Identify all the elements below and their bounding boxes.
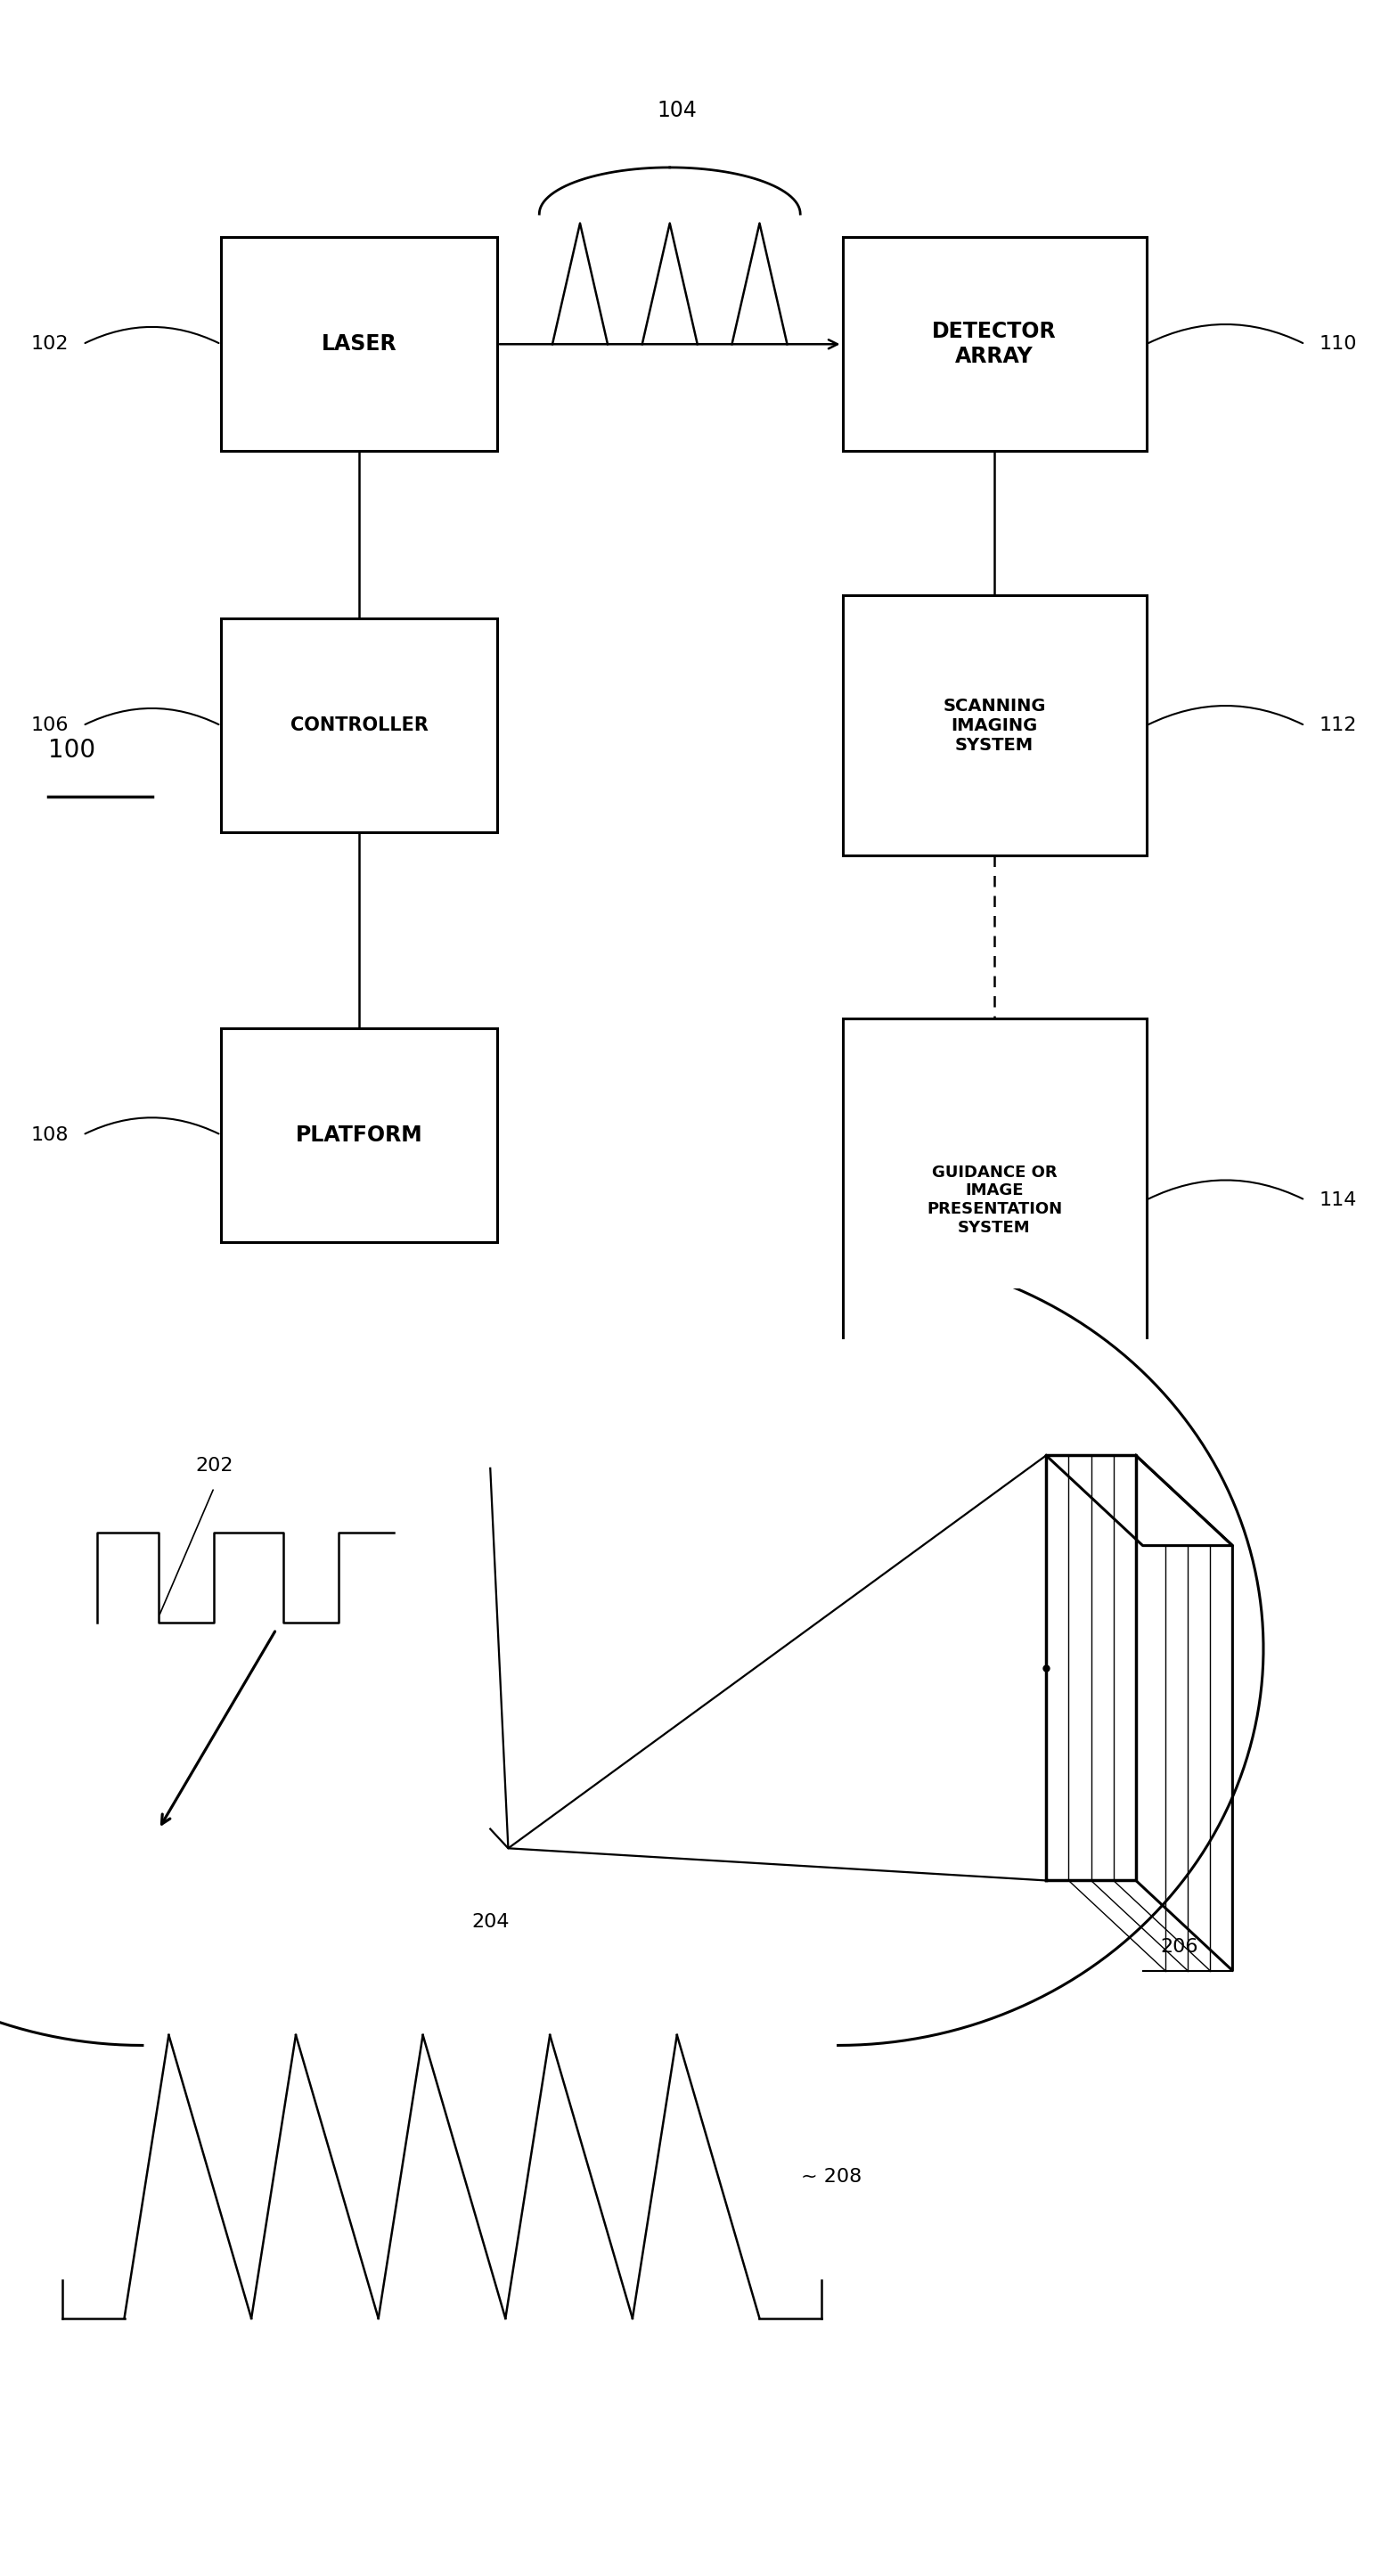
Text: ~ 208: ~ 208	[801, 2169, 862, 2184]
Text: 108: 108	[32, 1126, 69, 1144]
Bar	[842, 1018, 1146, 1381]
Text: 114: 114	[1319, 1190, 1356, 1208]
Text: 100: 100	[48, 737, 95, 762]
Text: 106: 106	[32, 716, 69, 734]
Text: 112: 112	[1319, 716, 1356, 734]
Text: SCANNING
IMAGING
SYSTEM: SCANNING IMAGING SYSTEM	[943, 698, 1045, 755]
Text: 206: 206	[1160, 1937, 1197, 1955]
Text: 202: 202	[195, 1458, 233, 1473]
Text: DETECTOR
ARRAY: DETECTOR ARRAY	[932, 322, 1056, 368]
Text: 204: 204	[471, 1911, 510, 1929]
Bar	[221, 1028, 497, 1242]
Text: 110: 110	[1319, 335, 1356, 353]
Text: 102: 102	[32, 335, 69, 353]
Text: 104: 104	[657, 100, 696, 121]
Bar	[221, 618, 497, 832]
Bar	[842, 237, 1146, 451]
Text: GUIDANCE OR
IMAGE
PRESENTATION
SYSTEM: GUIDANCE OR IMAGE PRESENTATION SYSTEM	[927, 1164, 1062, 1236]
Bar	[842, 595, 1146, 855]
Text: PLATFORM: PLATFORM	[296, 1123, 423, 1146]
Text: CONTROLLER: CONTROLLER	[290, 716, 428, 734]
Text: LASER: LASER	[322, 332, 396, 355]
Bar	[221, 237, 497, 451]
